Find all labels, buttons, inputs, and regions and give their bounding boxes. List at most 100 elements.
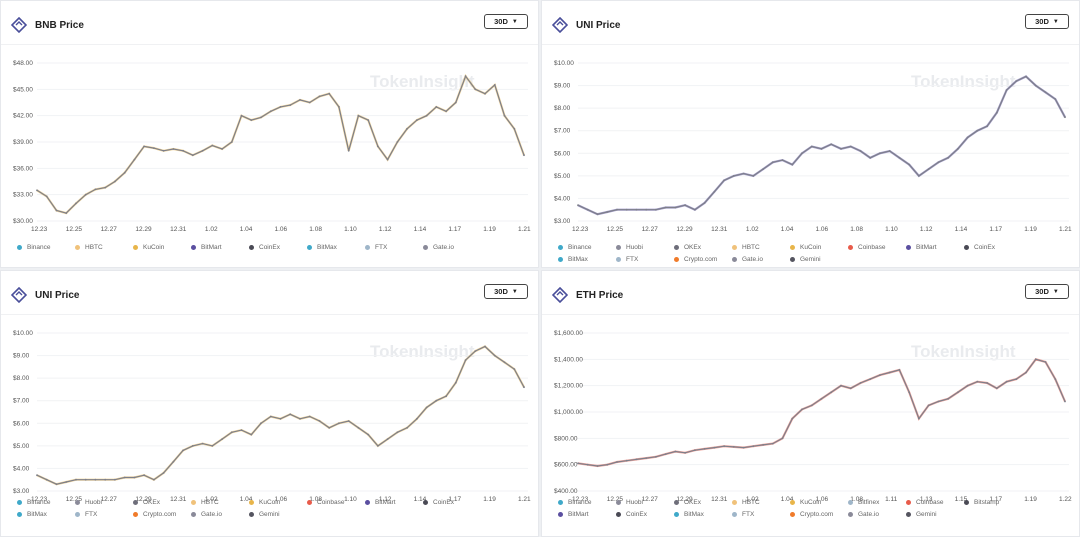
legend-label: Gate.io <box>433 244 454 251</box>
legend-item[interactable]: Coinbase <box>307 499 344 506</box>
legend-dot-icon <box>365 245 370 250</box>
period-dropdown[interactable]: 30D ▼ <box>484 14 528 29</box>
legend-item[interactable]: Crypto.com <box>133 511 176 518</box>
y-tick-label: $4.00 <box>554 195 571 202</box>
x-tick-label: 1.15 <box>955 496 968 503</box>
data-point <box>713 190 716 193</box>
legend-item[interactable]: Huobi <box>75 499 102 506</box>
legend-item[interactable]: OKEx <box>133 499 160 506</box>
period-dropdown[interactable]: 30D ▼ <box>1025 284 1069 299</box>
legend-item[interactable]: HBTC <box>75 244 103 251</box>
legend-item[interactable]: Binance <box>558 499 592 506</box>
data-point <box>596 213 599 216</box>
legend-item[interactable]: Gemini <box>249 511 280 518</box>
legend-item[interactable]: Gate.io <box>191 511 222 518</box>
x-tick-label: 1.13 <box>920 496 933 503</box>
legend-label: Coinbase <box>858 244 886 251</box>
y-tick-label: $1,400.00 <box>554 356 583 363</box>
legend-item[interactable]: Binance <box>17 244 51 251</box>
data-point <box>65 212 68 215</box>
x-tick-label: 12.23 <box>31 226 48 233</box>
data-point <box>1025 75 1027 78</box>
legend-item[interactable]: HBTC <box>732 244 760 251</box>
legend-item[interactable]: BitMax <box>558 256 588 263</box>
data-point <box>75 478 77 481</box>
legend-item[interactable]: CoinEx <box>616 511 647 518</box>
legend-item[interactable]: Gate.io <box>848 511 879 518</box>
data-point <box>357 114 360 117</box>
x-tick-label: 1.14 <box>414 226 427 233</box>
data-point <box>1005 380 1008 383</box>
data-point <box>986 125 988 128</box>
legend-item[interactable]: Binance <box>558 244 592 251</box>
legend-item[interactable]: Gemini <box>906 511 937 518</box>
legend-label: Binance <box>27 499 51 506</box>
legend-label: CoinEx <box>259 244 280 251</box>
data-point <box>45 478 48 481</box>
legend-item[interactable]: BitMart <box>558 511 589 518</box>
x-tick-label: 1.10 <box>344 226 357 233</box>
data-point <box>674 450 677 453</box>
period-dropdown[interactable]: 30D ▼ <box>484 284 528 299</box>
legend-dot-icon <box>790 500 795 505</box>
x-tick-label: 1.04 <box>240 496 253 503</box>
legend-item[interactable]: KuCoin <box>790 244 821 251</box>
data-point <box>474 350 477 352</box>
legend-item[interactable]: FTX <box>365 244 387 251</box>
x-tick-label: 12.23 <box>572 226 589 233</box>
legend-item[interactable]: Coinbase <box>848 244 885 251</box>
data-point <box>211 144 214 147</box>
price-line <box>36 345 525 485</box>
legend-item[interactable]: FTX <box>75 511 97 518</box>
legend-item[interactable]: Huobi <box>616 244 643 251</box>
y-tick-label: $36.00 <box>13 165 33 172</box>
tokeninsight-logo-icon <box>552 17 568 33</box>
legend-item[interactable]: KuCoin <box>249 499 280 506</box>
legend-item[interactable]: HBTC <box>191 499 219 506</box>
data-point <box>898 156 901 159</box>
legend-item[interactable]: Crypto.com <box>674 256 717 263</box>
data-point <box>464 75 467 78</box>
data-point <box>503 114 506 117</box>
data-point <box>143 145 146 148</box>
data-point <box>616 208 618 211</box>
legend-item[interactable]: BitMart <box>906 244 937 251</box>
legend-item[interactable]: CoinEx <box>423 499 454 506</box>
legend-item[interactable]: Gemini <box>790 256 821 263</box>
period-dropdown[interactable]: 30D ▼ <box>1025 14 1069 29</box>
legend-item[interactable]: KuCoin <box>133 244 164 251</box>
legend-item[interactable]: Gate.io <box>423 244 454 251</box>
legend-item[interactable]: BitMax <box>17 511 47 518</box>
legend-label: CoinEx <box>433 499 454 506</box>
legend-item[interactable]: KuCoin <box>790 499 821 506</box>
legend-item[interactable]: FTX <box>616 256 638 263</box>
legend-item[interactable]: OKEx <box>674 244 701 251</box>
data-point <box>1034 84 1037 87</box>
data-point <box>888 150 891 152</box>
legend-item[interactable]: Crypto.com <box>790 511 833 518</box>
data-point <box>454 381 457 384</box>
legend-item[interactable]: BitMart <box>191 244 222 251</box>
legend-item[interactable]: Gate.io <box>732 256 763 263</box>
legend-label: KuCoin <box>259 499 281 506</box>
legend-item[interactable]: OKEx <box>674 499 701 506</box>
legend-item[interactable]: Huobi <box>616 499 643 506</box>
legend-item[interactable]: CoinEx <box>249 244 280 251</box>
legend-item[interactable]: CoinEx <box>964 244 995 251</box>
x-tick-label: 12.27 <box>101 496 118 503</box>
legend-item[interactable]: BitMax <box>674 511 704 518</box>
legend-label: OKEx <box>143 499 160 506</box>
legend-item[interactable]: Coinbase <box>906 499 943 506</box>
legend-item[interactable]: FTX <box>732 511 754 518</box>
panel-header: UNI Price <box>552 15 620 35</box>
legend-item[interactable]: BitMart <box>365 499 396 506</box>
data-point <box>762 444 764 446</box>
legend-item[interactable]: Bitstamp <box>964 499 999 506</box>
data-point <box>674 206 677 209</box>
data-point <box>752 175 755 177</box>
legend-item[interactable]: Binance <box>17 499 51 506</box>
legend-dot-icon <box>964 245 969 250</box>
legend-item[interactable]: BitMax <box>307 244 337 251</box>
legend-item[interactable]: Bitfinex <box>848 499 879 506</box>
legend-item[interactable]: HBTC <box>732 499 760 506</box>
